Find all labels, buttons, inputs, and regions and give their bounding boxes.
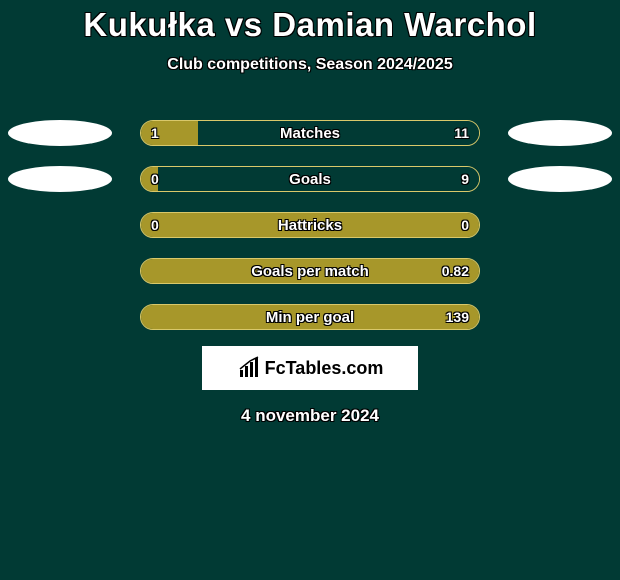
stat-bar-right-fill xyxy=(198,121,479,145)
stat-value-right: 11 xyxy=(444,121,479,145)
date-label: 4 november 2024 xyxy=(0,406,620,426)
stat-bar-left-fill xyxy=(141,259,479,283)
stat-row: Hattricks00 xyxy=(0,202,620,248)
stat-bar: Matches111 xyxy=(140,120,480,146)
stat-rows: Matches111Goals09Hattricks00Goals per ma… xyxy=(0,110,620,340)
stat-value-left xyxy=(141,259,161,283)
stat-value-left: 1 xyxy=(141,121,169,145)
player-left-avatar xyxy=(8,166,112,192)
stat-row: Goals per match0.82 xyxy=(0,248,620,294)
stat-row: Min per goal139 xyxy=(0,294,620,340)
stat-bar: Hattricks00 xyxy=(140,212,480,238)
chart-icon xyxy=(237,356,261,380)
logo-text: FcTables.com xyxy=(265,358,384,379)
stat-value-left xyxy=(141,305,161,329)
player-right-avatar xyxy=(508,166,612,192)
stat-row: Matches111 xyxy=(0,110,620,156)
subtitle: Club competitions, Season 2024/2025 xyxy=(0,56,620,74)
source-logo: FcTables.com xyxy=(202,346,418,390)
comparison-infographic: Kukułka vs Damian Warchol Club competiti… xyxy=(0,0,620,426)
stat-row: Goals09 xyxy=(0,156,620,202)
stat-value-right: 9 xyxy=(451,167,479,191)
stat-value-left: 0 xyxy=(141,213,169,237)
stat-bar-left-fill xyxy=(141,305,479,329)
stat-bar-right-fill xyxy=(158,167,479,191)
stat-bar-left-fill xyxy=(141,213,479,237)
page-title: Kukułka vs Damian Warchol xyxy=(0,6,620,44)
player-left-avatar xyxy=(8,120,112,146)
stat-value-left: 0 xyxy=(141,167,169,191)
stat-bar: Goals09 xyxy=(140,166,480,192)
stat-bar: Goals per match0.82 xyxy=(140,258,480,284)
stat-bar: Min per goal139 xyxy=(140,304,480,330)
stat-value-right: 0.82 xyxy=(432,259,479,283)
player-right-avatar xyxy=(508,120,612,146)
stat-value-right: 139 xyxy=(436,305,479,329)
stat-value-right: 0 xyxy=(451,213,479,237)
